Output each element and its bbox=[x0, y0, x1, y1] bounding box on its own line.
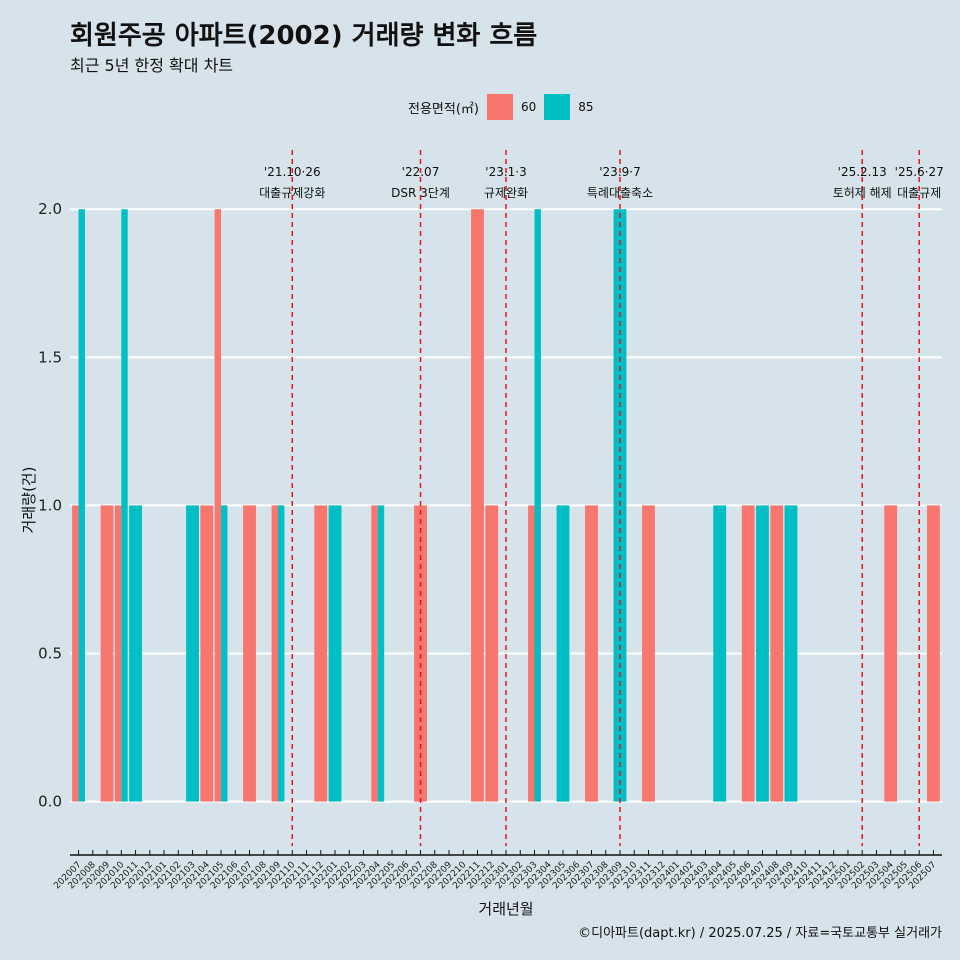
chart-title: 회원주공 아파트(2002) 거래량 변화 흐름 bbox=[70, 21, 538, 51]
legend-key-60 bbox=[486, 94, 513, 120]
bar-60-202212 bbox=[485, 505, 499, 802]
bar-85-202103 bbox=[186, 505, 199, 802]
event-desc-label: DSR 3단계 bbox=[391, 186, 450, 200]
legend-key-85 bbox=[544, 94, 571, 120]
bar-85-202409 bbox=[784, 505, 798, 802]
event-desc-label: 특례대출축소 bbox=[587, 186, 653, 200]
event-date-label: '23.1·3 bbox=[485, 165, 526, 179]
y-tick-label: 2.0 bbox=[38, 200, 62, 218]
bar-60-202010 bbox=[114, 505, 122, 802]
y-tick-label: 1.5 bbox=[38, 348, 62, 366]
bar-60-202307 bbox=[585, 505, 598, 802]
bar-85-202105 bbox=[221, 505, 228, 802]
event-desc-label: 규제완화 bbox=[484, 186, 528, 200]
event-desc-label: 대출규제강화 bbox=[259, 186, 325, 200]
bar-60-202406 bbox=[741, 505, 755, 802]
y-tick-label: 0.5 bbox=[38, 644, 62, 662]
event-date-label: '23.9·7 bbox=[599, 165, 640, 179]
legend: 전용면적(㎡) 60 85 bbox=[408, 93, 602, 121]
bar-85-202407 bbox=[756, 505, 769, 802]
bar-60-202303 bbox=[528, 505, 535, 802]
bar-60-202107 bbox=[243, 505, 256, 802]
bar-85-202204 bbox=[377, 505, 385, 802]
bar-85-202109 bbox=[278, 505, 285, 802]
event-date-label: '25.2.13 bbox=[838, 165, 887, 179]
y-tick-label: 1.0 bbox=[38, 496, 62, 514]
event-date-label: '21.10·26 bbox=[264, 165, 321, 179]
y-tick-label: 0.0 bbox=[38, 793, 62, 811]
bar-85-202010 bbox=[121, 209, 128, 802]
event-date-label: '25.6·27 bbox=[895, 165, 944, 179]
bar-85-202011 bbox=[129, 505, 142, 802]
bar-60-202105 bbox=[214, 209, 222, 802]
event-desc-label: 토허제 해제 bbox=[833, 186, 892, 200]
bar-85-202303 bbox=[534, 209, 541, 802]
caption: ©디아파트(dapt.kr) / 2025.07.25 / 자료=국토교통부 실… bbox=[578, 926, 942, 941]
bar-60-202007 bbox=[72, 505, 79, 802]
bar-85-202404 bbox=[713, 505, 727, 802]
bar-60-202204 bbox=[371, 505, 378, 802]
bar-60-202507 bbox=[927, 505, 940, 802]
legend-label-85: 85 bbox=[578, 100, 594, 114]
bar-85-202007 bbox=[78, 209, 85, 802]
bar-60-202504 bbox=[884, 505, 898, 802]
bar-60-202311 bbox=[642, 505, 655, 802]
bar-60-202009 bbox=[100, 505, 114, 802]
bar-60-202211 bbox=[471, 209, 484, 802]
legend-title: 전용면적(㎡) bbox=[408, 101, 479, 117]
y-axis-title: 거래량(건) bbox=[20, 467, 38, 534]
event-date-label: '22.07 bbox=[402, 165, 440, 179]
bar-85-202201 bbox=[328, 505, 342, 802]
x-axis-title: 거래년월 bbox=[478, 900, 533, 918]
bar-60-202207 bbox=[414, 505, 427, 802]
bar-60-202408 bbox=[770, 505, 784, 802]
bar-60-202104 bbox=[200, 505, 214, 802]
bar-60-202109 bbox=[271, 505, 279, 802]
bar-60-202112 bbox=[314, 505, 328, 802]
event-desc-label: 대출규제 bbox=[897, 186, 941, 200]
chart-subtitle: 최근 5년 한정 확대 차트 bbox=[70, 56, 234, 75]
legend-label-60: 60 bbox=[520, 100, 537, 114]
bar-85-202305 bbox=[556, 505, 570, 802]
